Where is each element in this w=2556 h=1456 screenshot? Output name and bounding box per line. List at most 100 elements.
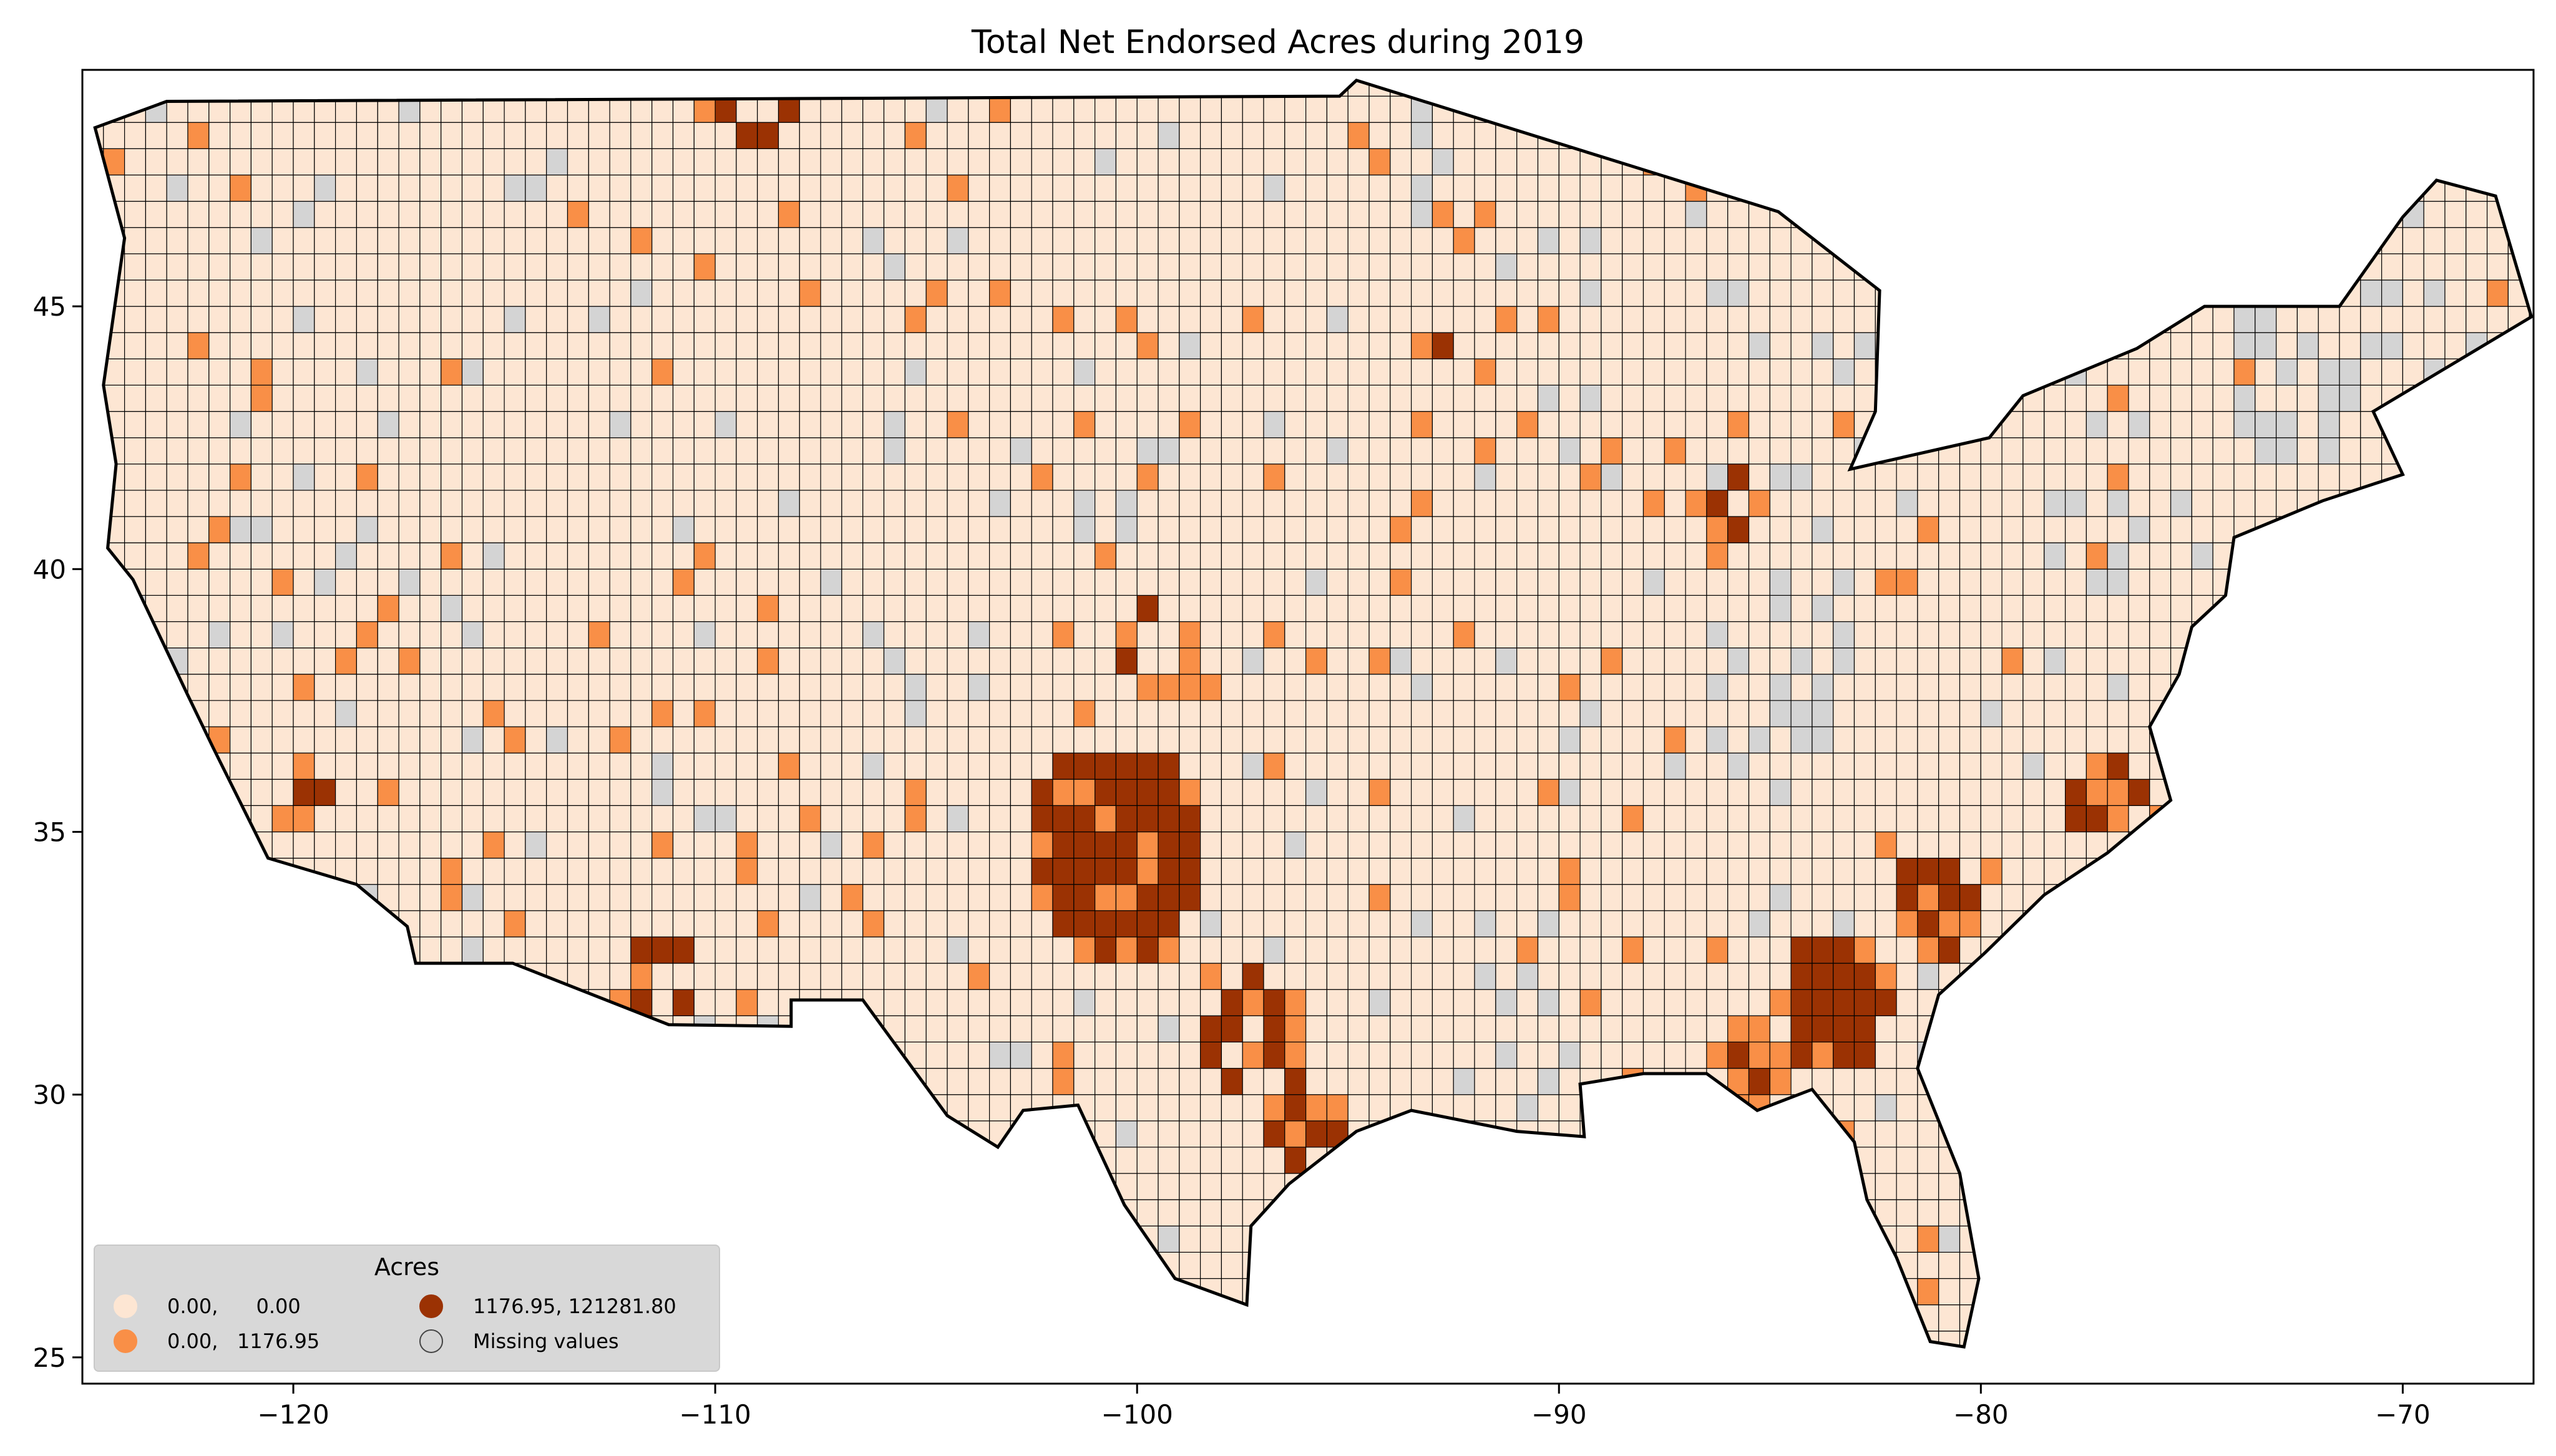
county-low <box>2065 463 2087 491</box>
county-low <box>799 779 821 806</box>
county-low <box>736 1094 758 1122</box>
county-low <box>461 700 484 727</box>
county-low <box>715 1147 737 1174</box>
county-low <box>1980 595 2002 623</box>
county-low <box>1579 95 1602 123</box>
county-low <box>862 1041 885 1069</box>
county-low <box>461 831 484 859</box>
county-low <box>1031 174 1053 202</box>
county-low <box>820 936 842 964</box>
county-low <box>968 122 990 149</box>
county-missing <box>1706 463 1729 491</box>
county-high <box>1094 857 1116 885</box>
county-low <box>947 857 969 885</box>
county-low <box>799 1173 821 1200</box>
county-low <box>841 674 864 701</box>
county-low <box>1199 516 1222 543</box>
county-low <box>1790 568 1813 596</box>
county-low <box>862 647 885 675</box>
county-low <box>1938 831 1961 859</box>
county-low <box>630 384 653 412</box>
county-low <box>1158 568 1180 596</box>
county-mid <box>1601 647 1623 675</box>
county-low <box>567 700 589 727</box>
county-low <box>314 1015 336 1043</box>
county-low <box>1031 227 1053 255</box>
county-low <box>377 227 399 255</box>
county-low <box>1558 1015 1581 1043</box>
county-low <box>1094 963 1116 990</box>
county-missing <box>1558 726 1581 754</box>
county-low <box>1326 647 1349 675</box>
county-low <box>1073 95 1096 123</box>
county-low <box>1833 1067 1855 1095</box>
county-low <box>1516 884 1539 911</box>
county-low <box>1031 1041 1053 1069</box>
county-low <box>1326 963 1349 990</box>
county-low <box>715 1041 737 1069</box>
county-low <box>1368 253 1391 281</box>
county-low <box>1284 148 1307 176</box>
county-high <box>1790 1015 1813 1043</box>
county-low <box>2001 148 2024 176</box>
county-low <box>1812 148 1834 176</box>
county-low <box>1242 700 1264 727</box>
county-low <box>1474 80 1496 97</box>
county-low <box>651 253 674 281</box>
county-low <box>715 1120 737 1148</box>
county-low <box>1010 1094 1032 1122</box>
county-low <box>1221 463 1243 491</box>
county-low <box>1199 884 1222 911</box>
county-low <box>1199 384 1222 412</box>
county-low <box>1073 542 1096 570</box>
county-high <box>1179 805 1201 833</box>
county-low <box>2128 568 2150 596</box>
county-missing <box>820 568 842 596</box>
county-mid <box>841 884 864 911</box>
county-low <box>124 384 147 412</box>
county-low <box>208 910 231 938</box>
county-low <box>841 857 864 885</box>
county-low <box>1938 122 1961 149</box>
county-mid <box>2107 463 2129 491</box>
county-low <box>2085 726 2108 754</box>
county-mid <box>1706 542 1729 570</box>
county-mid <box>1558 884 1581 911</box>
county-low <box>525 1067 547 1095</box>
county-low <box>1453 595 1475 623</box>
county-low <box>1221 122 1243 149</box>
county-high <box>1179 857 1201 885</box>
county-low <box>778 1094 800 1122</box>
county-low <box>988 805 1011 833</box>
county-low <box>419 490 442 517</box>
county-low <box>1368 1251 1391 1279</box>
county-low <box>1094 621 1116 649</box>
county-low <box>1855 1357 1876 1384</box>
county-low <box>672 437 695 465</box>
county-low <box>1326 1041 1349 1069</box>
county-low <box>672 726 695 754</box>
county-low <box>736 963 758 990</box>
county-missing <box>820 1251 842 1279</box>
county-low <box>1959 1120 1981 1148</box>
county-high <box>1221 1067 1243 1095</box>
county-low <box>651 674 674 701</box>
county-low <box>1959 410 1981 439</box>
county-low <box>2065 1225 2087 1253</box>
county-low <box>1664 516 1686 543</box>
county-low <box>504 805 526 833</box>
county-low <box>2001 1278 2024 1306</box>
county-missing <box>1052 1147 1075 1174</box>
county-missing <box>546 726 568 754</box>
county-low <box>1010 122 1032 149</box>
county-low <box>1052 80 1075 97</box>
county-low <box>1179 437 1201 465</box>
county-low <box>1284 95 1307 123</box>
county-low <box>314 1041 336 1069</box>
county-low <box>651 910 674 938</box>
county-low <box>630 568 653 596</box>
county-low <box>2001 306 2024 333</box>
county-missing <box>1812 595 1834 623</box>
county-low <box>377 831 399 859</box>
county-low <box>271 1094 294 1122</box>
